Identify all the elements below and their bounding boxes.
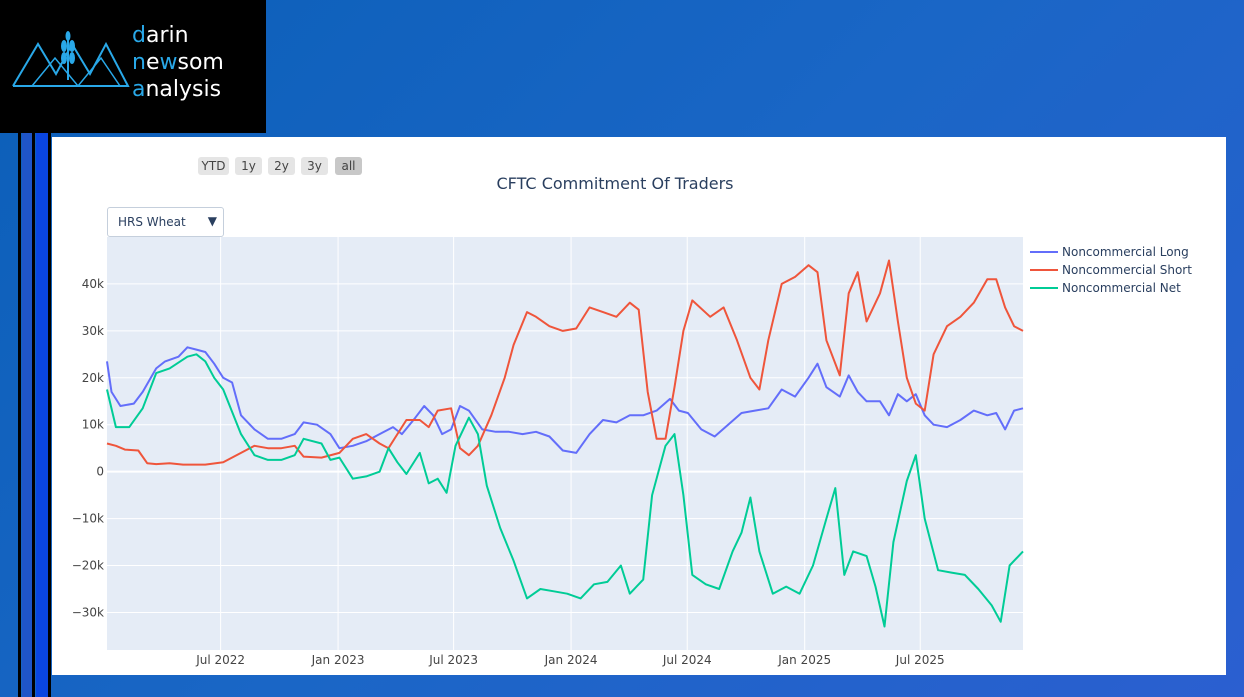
range-3y-button[interactable]: 3y <box>301 157 328 175</box>
chart-title: CFTC Commitment Of Traders <box>496 174 734 193</box>
y-tick-label: 40k <box>82 277 104 291</box>
brand-wordmark: darin newsom analysis <box>132 23 224 102</box>
y-tick-label: −20k <box>72 559 104 573</box>
legend-item-label: Noncommercial Long <box>1062 245 1189 259</box>
legend-item-label: Noncommercial Short <box>1062 263 1192 277</box>
range-1y-button[interactable]: 1y <box>235 157 262 175</box>
y-tick-label: 20k <box>82 371 104 385</box>
decorative-stripe <box>22 133 32 697</box>
y-tick-label: 0 <box>96 465 104 479</box>
decorative-stripe <box>48 133 51 697</box>
x-tick-label: Jul 2023 <box>428 653 478 667</box>
y-tick-label: −30k <box>72 605 104 619</box>
caret-down-icon: ▼ <box>207 214 217 228</box>
decorative-stripe <box>18 133 21 697</box>
y-tick-label: 10k <box>82 418 104 432</box>
mountain-wheat-icon <box>12 31 130 88</box>
series-line-noncommercial-net <box>106 353 1024 628</box>
commodity-dropdown[interactable]: HRS Wheat ▼ <box>107 207 224 237</box>
x-tick-label: Jan 2024 <box>544 653 598 667</box>
y-tick-label: 30k <box>82 324 104 338</box>
x-tick-label: Jan 2025 <box>777 653 831 667</box>
x-tick-label: Jul 2022 <box>195 653 245 667</box>
decorative-stripe <box>32 133 35 697</box>
dropdown-selected-value: HRS Wheat <box>118 215 186 229</box>
series-line-noncommercial-short <box>106 259 1024 466</box>
range-ytd-button[interactable]: YTD <box>198 157 229 175</box>
legend-item-label: Noncommercial Net <box>1062 281 1181 295</box>
range-all-button[interactable]: all <box>335 157 362 175</box>
series-line-noncommercial-long <box>106 346 1024 454</box>
x-tick-label: Jan 2023 <box>311 653 365 667</box>
range-2y-button[interactable]: 2y <box>268 157 295 175</box>
decorative-stripe <box>36 133 48 697</box>
y-tick-label: −10k <box>72 512 104 526</box>
x-tick-label: Jul 2025 <box>895 653 945 667</box>
plot-area <box>107 237 1023 650</box>
brand-logo: darin newsom analysis <box>0 0 266 133</box>
x-tick-label: Jul 2024 <box>662 653 712 667</box>
